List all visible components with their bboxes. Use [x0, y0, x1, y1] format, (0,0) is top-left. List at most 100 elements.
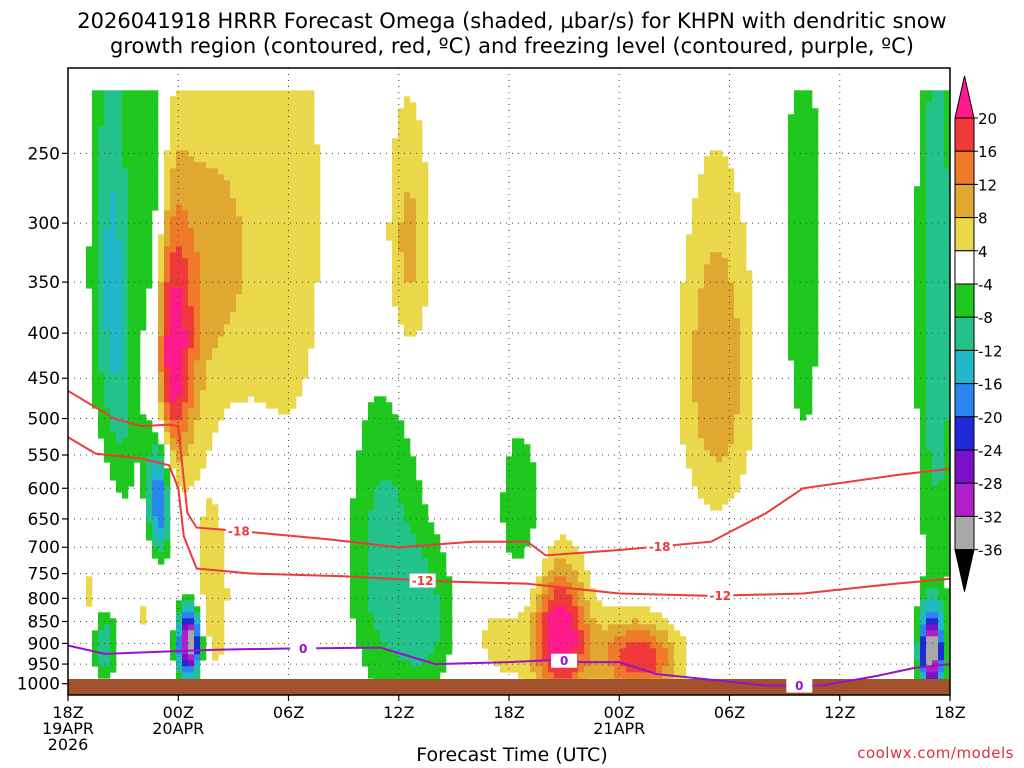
omega-cell	[590, 672, 597, 679]
omega-cell	[284, 390, 291, 397]
omega-cell	[416, 534, 423, 541]
omega-cell	[278, 204, 285, 211]
omega-cell	[308, 156, 315, 163]
omega-cell	[392, 528, 399, 535]
omega-cell	[938, 618, 945, 625]
omega-cell	[812, 288, 819, 295]
omega-cell	[404, 672, 411, 679]
omega-cell	[98, 618, 105, 625]
omega-cell	[206, 282, 213, 289]
omega-cell	[656, 660, 663, 667]
omega-cell	[932, 240, 939, 247]
omega-cell	[662, 666, 669, 673]
omega-cell	[254, 324, 261, 331]
omega-cell	[236, 312, 243, 319]
omega-cell	[134, 456, 141, 463]
omega-cell	[392, 252, 399, 259]
omega-cell	[206, 396, 213, 403]
omega-cell	[698, 384, 705, 391]
omega-cell	[302, 288, 309, 295]
omega-cell	[692, 402, 699, 409]
omega-cell	[278, 132, 285, 139]
omega-cell	[104, 354, 111, 361]
omega-cell	[272, 360, 279, 367]
omega-cell	[356, 468, 363, 475]
omega-cell	[248, 96, 255, 103]
omega-cell	[518, 612, 525, 619]
omega-cell	[206, 126, 213, 133]
omega-cell	[254, 366, 261, 373]
omega-cell	[554, 600, 561, 607]
omega-cell	[170, 378, 177, 385]
omega-cell	[140, 606, 147, 613]
omega-cell	[662, 636, 669, 643]
omega-cell	[428, 600, 435, 607]
omega-cell	[530, 672, 537, 679]
omega-cell	[254, 252, 261, 259]
omega-cell	[218, 270, 225, 277]
omega-cell	[194, 222, 201, 229]
omega-cell	[248, 186, 255, 193]
omega-cell	[410, 174, 417, 181]
omega-cell	[170, 426, 177, 433]
omega-cell	[578, 558, 585, 565]
omega-cell	[692, 204, 699, 211]
omega-cell	[926, 354, 933, 361]
omega-cell	[278, 144, 285, 151]
omega-cell	[386, 528, 393, 535]
omega-cell	[716, 366, 723, 373]
omega-cell	[164, 468, 171, 475]
omega-cell	[218, 216, 225, 223]
omega-cell	[800, 384, 807, 391]
omega-cell	[290, 252, 297, 259]
omega-cell	[572, 576, 579, 583]
omega-cell	[944, 612, 951, 619]
omega-cell	[404, 198, 411, 205]
omega-cell	[152, 120, 159, 127]
omega-cell	[254, 156, 261, 163]
omega-cell	[104, 246, 111, 253]
omega-cell	[734, 444, 741, 451]
omega-cell	[398, 552, 405, 559]
omega-cell	[110, 354, 117, 361]
omega-cell	[230, 252, 237, 259]
omega-cell	[914, 234, 921, 241]
omega-cell	[500, 636, 507, 643]
omega-cell	[140, 450, 147, 457]
omega-cell	[224, 390, 231, 397]
omega-cell	[302, 336, 309, 343]
omega-cell	[266, 330, 273, 337]
omega-cell	[128, 408, 135, 415]
omega-cell	[368, 498, 375, 505]
omega-cell	[200, 228, 207, 235]
omega-cell	[914, 192, 921, 199]
omega-cell	[680, 636, 687, 643]
omega-cell	[710, 234, 717, 241]
omega-cell	[680, 360, 687, 367]
omega-cell	[236, 330, 243, 337]
omega-cell	[284, 360, 291, 367]
omega-cell	[704, 246, 711, 253]
omega-cell	[686, 444, 693, 451]
omega-cell	[98, 654, 105, 661]
omega-cell	[116, 276, 123, 283]
omega-cell	[404, 582, 411, 589]
omega-cell	[194, 288, 201, 295]
omega-cell	[218, 264, 225, 271]
omega-cell	[206, 102, 213, 109]
omega-cell	[182, 204, 189, 211]
omega-cell	[188, 282, 195, 289]
omega-cell	[932, 192, 939, 199]
omega-cell	[116, 474, 123, 481]
omega-cell	[686, 360, 693, 367]
omega-cell	[944, 126, 951, 133]
omega-cell	[500, 504, 507, 511]
omega-cell	[512, 546, 519, 553]
omega-cell	[644, 636, 651, 643]
omega-cell	[170, 246, 177, 253]
omega-cell	[794, 384, 801, 391]
omega-cell	[710, 246, 717, 253]
omega-cell	[314, 198, 321, 205]
omega-cell	[182, 318, 189, 325]
omega-cell	[236, 258, 243, 265]
